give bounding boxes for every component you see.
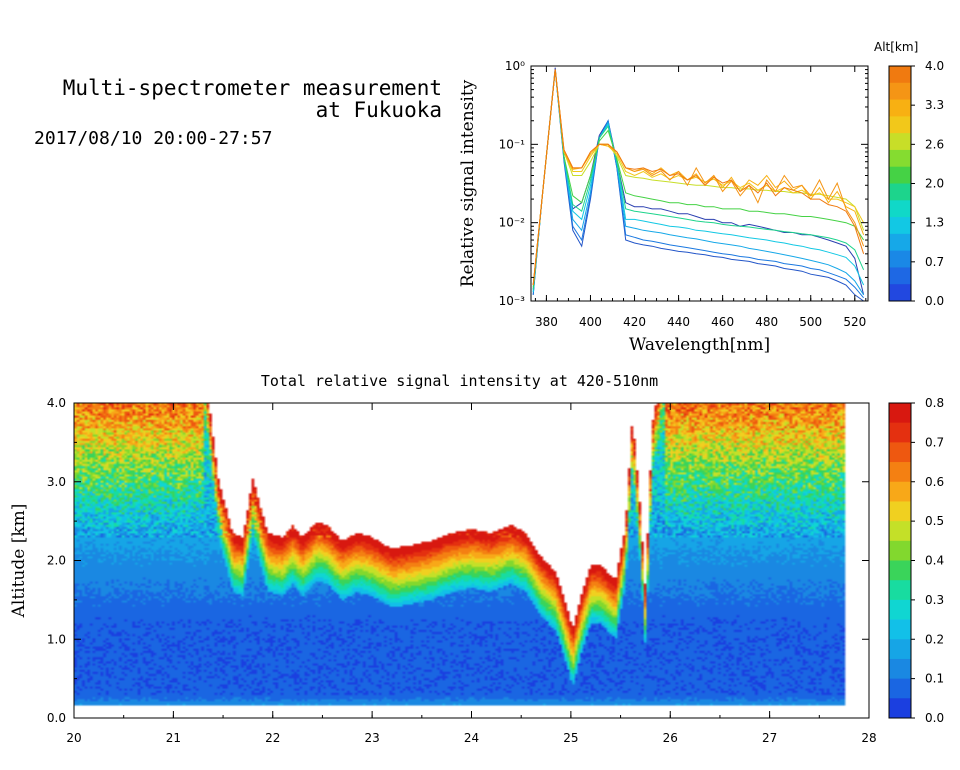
heatmap-x-tick-label: 22	[265, 731, 280, 745]
spectrum-x-axis-label: Wavelength[nm]	[629, 335, 770, 355]
measurement-datetime: 2017/08/10 20:00-27:57	[34, 128, 273, 149]
intensity-colorbar-label: 0.2	[925, 632, 944, 646]
alt-colorbar-segment	[889, 82, 911, 100]
spectrum-line-2	[532, 69, 864, 299]
intensity-colorbar-label: 0.5	[925, 514, 944, 528]
spectrum-x-tick-label: 420	[623, 315, 646, 329]
intensity-colorbar-label: 0.4	[925, 554, 944, 568]
alt-colorbar-label: 4.0	[925, 59, 944, 73]
alt-colorbar-segment	[889, 149, 911, 168]
spectrum-line-4	[532, 69, 865, 293]
intensity-colorbar-segment	[889, 639, 911, 660]
intensity-colorbar-segment	[889, 619, 911, 640]
heatmap-y-tick-label: 0.0	[47, 711, 66, 725]
heatmap-y-tick-label: 1.0	[47, 632, 66, 646]
alt-colorbar-label: 2.6	[925, 137, 944, 151]
spectrum-line-9	[532, 69, 865, 286]
spectrum-y-tick-label: 10⁻¹	[499, 137, 526, 151]
alt-colorbar-segment	[889, 66, 911, 84]
alt-colorbar-label: 2.0	[925, 177, 944, 191]
spectrum-chart: 380 400 420 440 460 480 500 520 10⁻³ 10⁻² 10⁻¹ 10⁰ W…	[458, 40, 944, 355]
spectrum-plot-frame	[530, 65, 869, 302]
spectrum-line-5	[532, 69, 865, 290]
alt-colorbar-segment	[889, 166, 911, 184]
heatmap-y-axis-label: Altitude [km]	[9, 504, 29, 619]
spectrum-y-tick-label: 10⁻²	[499, 216, 526, 230]
alt-colorbar-segment	[889, 133, 911, 151]
spectrum-x-tick-label: 440	[667, 315, 690, 329]
spectrum-series-group	[532, 67, 865, 301]
intensity-colorbar-label: 0.0	[925, 711, 944, 725]
alt-colorbar-segment	[889, 99, 911, 117]
heatmap-y-tick-label: 2.0	[47, 554, 66, 568]
intensity-colorbar-segment	[889, 599, 911, 620]
spectrum-x-tick-label: 500	[799, 315, 822, 329]
alt-colorbar-label: 1.3	[925, 216, 944, 230]
intensity-colorbar-segment	[889, 560, 911, 581]
heatmap-x-tick-label: 20	[66, 731, 81, 745]
alt-colorbar-segment	[889, 267, 911, 285]
intensity-colorbar-segment	[889, 658, 911, 680]
intensity-colorbar-label: 0.1	[925, 672, 944, 686]
heatmap-x-tick-label: 27	[762, 731, 777, 745]
intensity-colorbar-label: 0.7	[925, 435, 944, 449]
intensity-colorbar-segment	[889, 501, 911, 522]
heatmap-x-tick-label: 28	[861, 731, 876, 745]
spectrum-x-tick-label: 460	[711, 315, 734, 329]
heatmap-y-tick-label: 4.0	[47, 396, 66, 410]
spectrum-line-3	[532, 69, 865, 296]
alt-colorbar-segment	[889, 116, 911, 134]
spectrum-y-axis-label: Relative signal intensity	[458, 79, 478, 287]
intensity-colorbar-segment	[889, 678, 911, 699]
intensity-colorbar-segment	[889, 580, 911, 601]
intensity-colorbar-label: 0.6	[925, 475, 944, 489]
alt-colorbar-label: 3.3	[925, 98, 944, 112]
alt-colorbar-label: 0.0	[925, 294, 944, 308]
heatmap-raster	[74, 403, 869, 718]
alt-colorbar-segment	[889, 183, 911, 201]
alt-colorbar-title: Alt[km]	[874, 40, 918, 54]
alt-colorbar-segment	[889, 284, 911, 302]
alt-colorbar-label: 0.7	[925, 255, 944, 269]
intensity-colorbar-segment	[889, 481, 911, 502]
alt-colorbar-segment	[889, 250, 911, 268]
heatmap-x-tick-label: 23	[364, 731, 379, 745]
intensity-colorbar-label: 0.8	[925, 396, 944, 410]
intensity-colorbar-segment	[889, 462, 911, 483]
spectrum-line-11	[532, 69, 865, 286]
heatmap-title: Total relative signal intensity at 420-5…	[261, 372, 658, 390]
spectrum-y-tick-label: 10⁻³	[499, 294, 526, 308]
alt-colorbar-segment	[889, 217, 911, 235]
spectrum-x-tick-label: 480	[755, 315, 778, 329]
spectrum-line-6	[532, 69, 865, 288]
spectrum-y-tick-label: 10⁰	[505, 59, 525, 73]
intensity-colorbar-segment	[889, 403, 911, 424]
chart-title-line2: at Fukuoka	[315, 98, 442, 122]
chart-title-line1: Multi-spectrometer measurement	[62, 76, 442, 100]
intensity-colorbar-segment	[889, 422, 911, 443]
heatmap-x-tick-label: 26	[663, 731, 678, 745]
alt-colorbar-segment	[889, 233, 911, 252]
intensity-colorbar-segment	[889, 540, 911, 561]
heatmap-y-tick-label: 3.0	[47, 475, 66, 489]
spectrum-x-tick-label: 380	[535, 315, 558, 329]
spectrum-x-tick-label: 400	[579, 315, 602, 329]
heatmap-x-tick-label: 21	[166, 731, 181, 745]
intensity-colorbar-segment	[889, 698, 911, 719]
intensity-colorbar-segment	[889, 521, 911, 542]
intensity-heatmap: Total relative signal intensity at 420-5…	[9, 372, 944, 745]
intensity-colorbar-label: 0.3	[925, 593, 944, 607]
heatmap-x-tick-label: 25	[563, 731, 578, 745]
heatmap-x-tick-label: 24	[464, 731, 479, 745]
alt-colorbar-segment	[889, 200, 911, 218]
intensity-colorbar-segment	[889, 442, 911, 463]
spectrum-x-tick-label: 520	[843, 315, 866, 329]
